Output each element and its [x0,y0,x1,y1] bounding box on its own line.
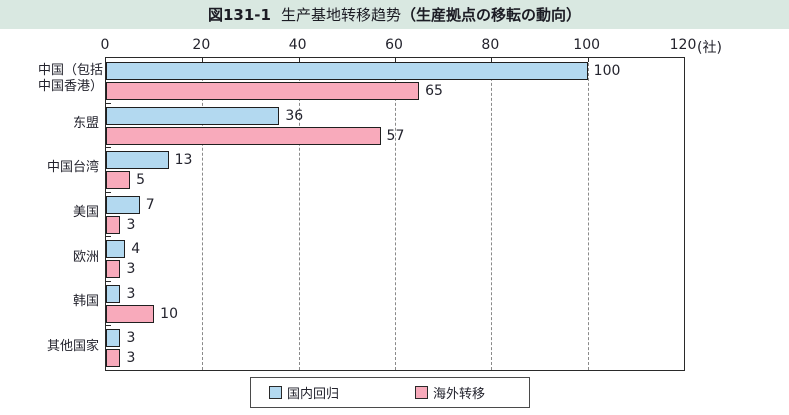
category-axis: 中国（包括 中国香港） 东盟中国台湾美国欧洲韩国其他国家 [0,57,103,369]
legend-item: 海外转移 [415,383,485,402]
category-label-line: 其他国家 [46,338,99,354]
category-separator-tick [106,191,111,193]
legend-item: 国内回归 [269,383,339,402]
bar-value-label: 3 [126,285,136,302]
category-label-line: 中国台湾 [46,160,99,176]
bar-value-label: 100 [593,63,621,79]
category-separator-tick [106,325,111,327]
bar-value-label: 3 [126,330,136,347]
figure-subtitle: （生産拠点の移転の動向） [400,6,581,24]
overseas-bar [106,260,121,279]
category-label: 韩国 [0,280,99,325]
x-axis-tick-label: 0 [100,37,110,53]
category-label-line: 东盟 [72,115,99,131]
category-label: 欧洲 [0,235,99,280]
domestic-bar [106,62,588,80]
bar-value-label: 13 [174,152,193,169]
x-axis-tick-label: 20 [192,37,211,53]
figure-title-band: 図131-1 生产基地转移趋势 （生産拠点の移転の動向） [0,0,789,29]
overseas-bar [106,171,131,190]
legend: 国内回归 海外转移 [250,377,530,408]
bar-value-label: 7 [145,196,155,213]
category-separator-tick [106,102,111,104]
figure-number: 図131-1 [207,6,271,24]
domestic-bar [106,240,126,259]
x-axis-tick [395,58,396,62]
gridline [202,58,204,370]
category-label-line: 欧洲 [72,249,99,265]
category-separator-tick [106,236,111,238]
category-label: 其他国家 [0,324,99,369]
legend-swatch-domestic [269,386,282,399]
overseas-bar [106,215,121,234]
overseas-bar [106,126,381,145]
category-label-line: 韩国 [72,294,99,310]
x-axis-unit-label: (社) [697,40,722,56]
bar-value-label: 3 [126,261,136,278]
bar-value-label: 5 [136,172,145,189]
bar-value-label: 4 [131,241,141,258]
legend-label: 国内回归 [287,387,340,402]
category-label: 中国台湾 [0,146,99,191]
bar-value-label: 65 [425,83,443,99]
gridline [587,58,589,370]
x-axis-tick-label: 80 [481,37,500,53]
bar-value-label: 10 [160,305,178,322]
x-axis-tick [587,58,589,62]
x-axis-tick [298,58,300,62]
gridline [395,58,396,370]
bar-value-label: 3 [126,216,136,233]
figure-title: 生产基地转移趋势 [280,6,401,24]
overseas-bar [106,304,155,323]
gridline [491,58,493,370]
domestic-bar [106,284,121,303]
x-axis-tick [202,58,204,62]
plot-area: 100 65 36 57 13 5 7 3 4 3 3 10 3 3 [105,57,685,371]
category-separator-tick [106,147,111,149]
overseas-bar [106,349,121,368]
category-label: 东盟 [0,102,99,147]
domestic-bar [106,329,121,348]
domestic-bar [106,195,140,214]
x-axis-tick-label: 40 [288,37,307,53]
category-label: 美国 [0,191,99,236]
bar-value-label: 3 [126,350,136,367]
x-axis-tick-label: 120 [669,37,697,53]
x-axis-tick-label: 60 [385,37,403,53]
bar-value-label: 36 [285,107,304,124]
x-axis-tick-label: 100 [573,37,601,53]
gridline [298,58,300,370]
x-axis: 0 20 40 60 80 100 120 (社) [0,37,789,56]
category-label-line: 美国 [72,204,99,220]
category-label-line: 中国（包括 [38,63,104,79]
category-label: 中国（包括 中国香港） [0,57,103,102]
domestic-bar [106,151,169,170]
category-separator-tick [106,280,111,282]
category-label-line: 中国香港） [38,79,104,95]
domestic-bar [106,106,280,125]
x-axis-tick [491,58,493,62]
legend-label: 海外转移 [433,387,486,402]
legend-swatch-overseas [415,386,429,399]
overseas-bar [106,82,420,100]
bar-value-label: 57 [386,127,405,144]
